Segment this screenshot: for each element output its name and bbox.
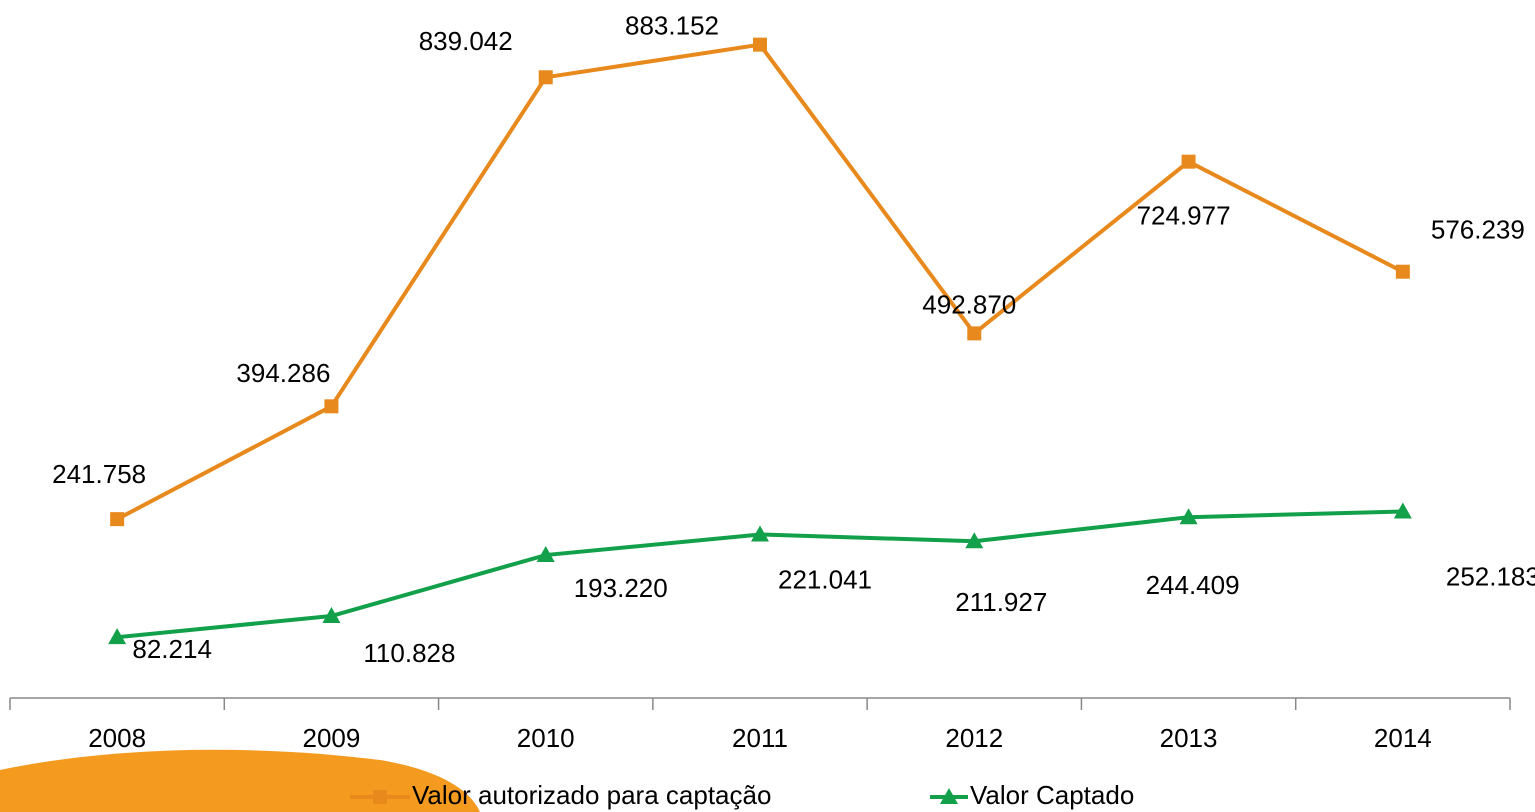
marker	[1181, 154, 1196, 169]
data-label: 193.220	[574, 573, 668, 603]
decoration	[0, 749, 480, 812]
data-label: 839.042	[419, 26, 513, 56]
x-tick-label: 2009	[303, 723, 361, 753]
legend-label: Valor autorizado para captação	[412, 780, 771, 810]
x-tick-label: 2014	[1374, 723, 1432, 753]
x-tick-label: 2013	[1160, 723, 1218, 753]
data-label: 241.758	[52, 459, 146, 489]
marker	[1395, 264, 1410, 279]
legend-marker	[940, 788, 958, 804]
marker	[536, 546, 555, 563]
marker	[753, 37, 767, 52]
marker	[324, 399, 339, 414]
marker	[1179, 508, 1198, 525]
marker	[108, 628, 127, 645]
data-label: 82.214	[132, 634, 212, 664]
data-label: 252.183	[1446, 561, 1535, 591]
data-label: 394.286	[236, 358, 330, 388]
data-label: 576.239	[1431, 215, 1525, 245]
marker	[110, 512, 125, 527]
data-label: 724.977	[1137, 201, 1231, 231]
x-tick-label: 2012	[945, 723, 1003, 753]
legend-label: Valor Captado	[970, 780, 1134, 810]
marker	[751, 525, 769, 542]
data-label: 110.828	[363, 638, 455, 668]
data-label: 244.409	[1146, 570, 1240, 600]
data-label: 492.870	[922, 289, 1016, 319]
data-label: 211.927	[955, 587, 1047, 617]
data-label: 221.041	[778, 564, 872, 594]
line	[116, 42, 1404, 521]
marker	[538, 70, 553, 85]
x-tick-label: 2011	[732, 723, 788, 753]
marker	[322, 607, 341, 624]
legend-marker	[373, 790, 387, 804]
x-tick-label: 2010	[517, 723, 575, 753]
x-tick-label: 2008	[88, 723, 146, 753]
data-label: 883.152	[625, 11, 719, 41]
marker	[967, 326, 982, 341]
marker	[1393, 502, 1412, 519]
marker	[965, 532, 984, 549]
